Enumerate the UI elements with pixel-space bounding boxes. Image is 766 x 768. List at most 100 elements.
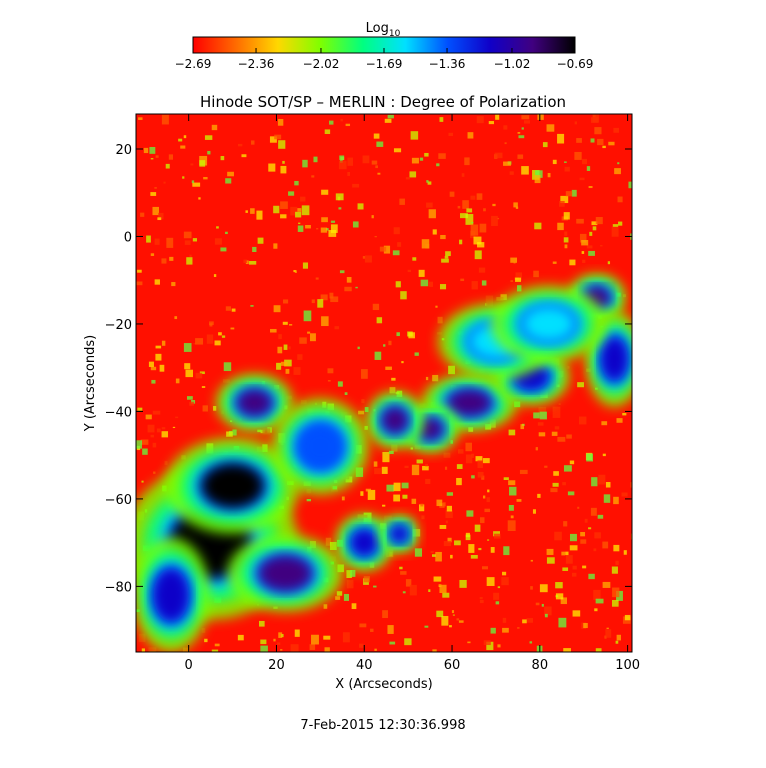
- y-tick-label: −80: [105, 580, 132, 595]
- texture-cell: [503, 125, 508, 130]
- texture-cell: [597, 514, 604, 519]
- texture-cell: [211, 124, 218, 131]
- texture-cell: [479, 517, 485, 524]
- texture-cell: [152, 410, 161, 415]
- texture-cell: [460, 278, 465, 282]
- texture-cell: [393, 482, 401, 492]
- texture-cell: [436, 610, 444, 618]
- texture-cell: [338, 160, 347, 170]
- texture-cell: [473, 236, 482, 245]
- texture-cell: [454, 540, 461, 546]
- texture-cell: [541, 603, 544, 607]
- texture-cell: [552, 406, 561, 418]
- texture-cell: [539, 584, 548, 593]
- texture-cell: [550, 488, 558, 493]
- texture-cell: [441, 258, 449, 263]
- y-axis-label: Y (Arcseconds): [83, 335, 98, 432]
- texture-cell: [474, 524, 481, 532]
- texture-cell: [444, 466, 448, 470]
- texture-cell: [571, 189, 577, 197]
- texture-cell: [565, 191, 573, 197]
- texture-cell: [592, 114, 599, 123]
- texture-cell: [433, 576, 442, 582]
- texture-cell: [534, 175, 541, 184]
- texture-cell: [592, 226, 597, 231]
- texture-cell: [273, 638, 276, 642]
- texture-cell: [591, 477, 598, 487]
- texture-cell: [178, 138, 183, 142]
- texture-cell: [449, 191, 455, 197]
- texture-cell: [388, 340, 392, 346]
- texture-cell: [486, 577, 495, 586]
- texture-cell: [382, 504, 386, 507]
- texture-cell: [476, 193, 483, 200]
- texture-cell: [418, 269, 425, 277]
- texture-cell: [168, 154, 173, 160]
- texture-cell: [198, 197, 201, 200]
- texture-cell: [231, 308, 236, 312]
- texture-cell: [140, 439, 149, 445]
- colorbar-tick: −1.02: [494, 48, 530, 71]
- texture-cell: [590, 507, 597, 516]
- texture-cell: [300, 196, 306, 202]
- texture-cell: [288, 191, 295, 196]
- texture-cell: [438, 153, 446, 159]
- texture-cell: [457, 449, 464, 454]
- texture-cell: [611, 599, 619, 607]
- texture-cell: [220, 156, 225, 161]
- texture-cell: [546, 124, 555, 132]
- y-tick-label: −40: [105, 405, 132, 420]
- texture-cell: [138, 633, 146, 642]
- texture-cell: [221, 335, 226, 338]
- y-tick-label: 20: [115, 143, 132, 158]
- texture-cell: [615, 640, 619, 644]
- texture-cell: [612, 224, 619, 227]
- texture-cell: [166, 237, 174, 248]
- texture-cell: [195, 338, 204, 345]
- colorbar-tick: −2.36: [238, 48, 274, 71]
- texture-cell: [324, 129, 331, 135]
- texture-cell: [294, 629, 300, 637]
- texture-cell: [186, 396, 193, 400]
- texture-cell: [276, 362, 282, 370]
- texture-cell: [614, 168, 621, 175]
- texture-cell: [372, 303, 380, 311]
- texture-cell: [432, 374, 439, 382]
- texture-cell: [428, 281, 434, 287]
- texture-cell: [359, 623, 367, 628]
- texture-cell: [335, 596, 341, 600]
- texture-cell: [588, 527, 592, 530]
- texture-cell: [141, 480, 144, 483]
- texture-cell: [558, 617, 567, 628]
- texture-cell: [577, 382, 585, 388]
- texture-cell: [326, 228, 329, 231]
- texture-cell: [169, 256, 174, 261]
- texture-cell: [557, 222, 564, 231]
- texture-cell: [232, 429, 237, 436]
- texture-cell: [155, 353, 162, 361]
- texture-cell: [589, 231, 593, 236]
- texture-cell: [360, 491, 364, 496]
- texture-cell: [470, 195, 476, 200]
- texture-cell: [448, 365, 456, 375]
- texture-cell: [203, 176, 208, 180]
- texture-cell: [425, 463, 428, 467]
- texture-cell: [384, 118, 392, 123]
- texture-cell: [420, 503, 424, 507]
- texture-cell: [190, 163, 194, 166]
- texture-cell: [468, 544, 475, 553]
- texture-cell: [256, 210, 263, 220]
- texture-cell: [470, 555, 478, 559]
- texture-cell: [260, 645, 268, 652]
- texture-cell: [509, 171, 514, 175]
- texture-cell: [145, 414, 152, 420]
- texture-cell: [432, 649, 437, 652]
- texture-cell: [325, 537, 332, 546]
- texture-cell: [553, 471, 559, 476]
- texture-cell: [555, 582, 563, 589]
- texture-cell: [487, 539, 490, 541]
- texture-cell: [397, 242, 402, 247]
- texture-cell: [501, 577, 509, 586]
- texture-cell: [268, 163, 276, 172]
- texture-cell: [386, 484, 395, 492]
